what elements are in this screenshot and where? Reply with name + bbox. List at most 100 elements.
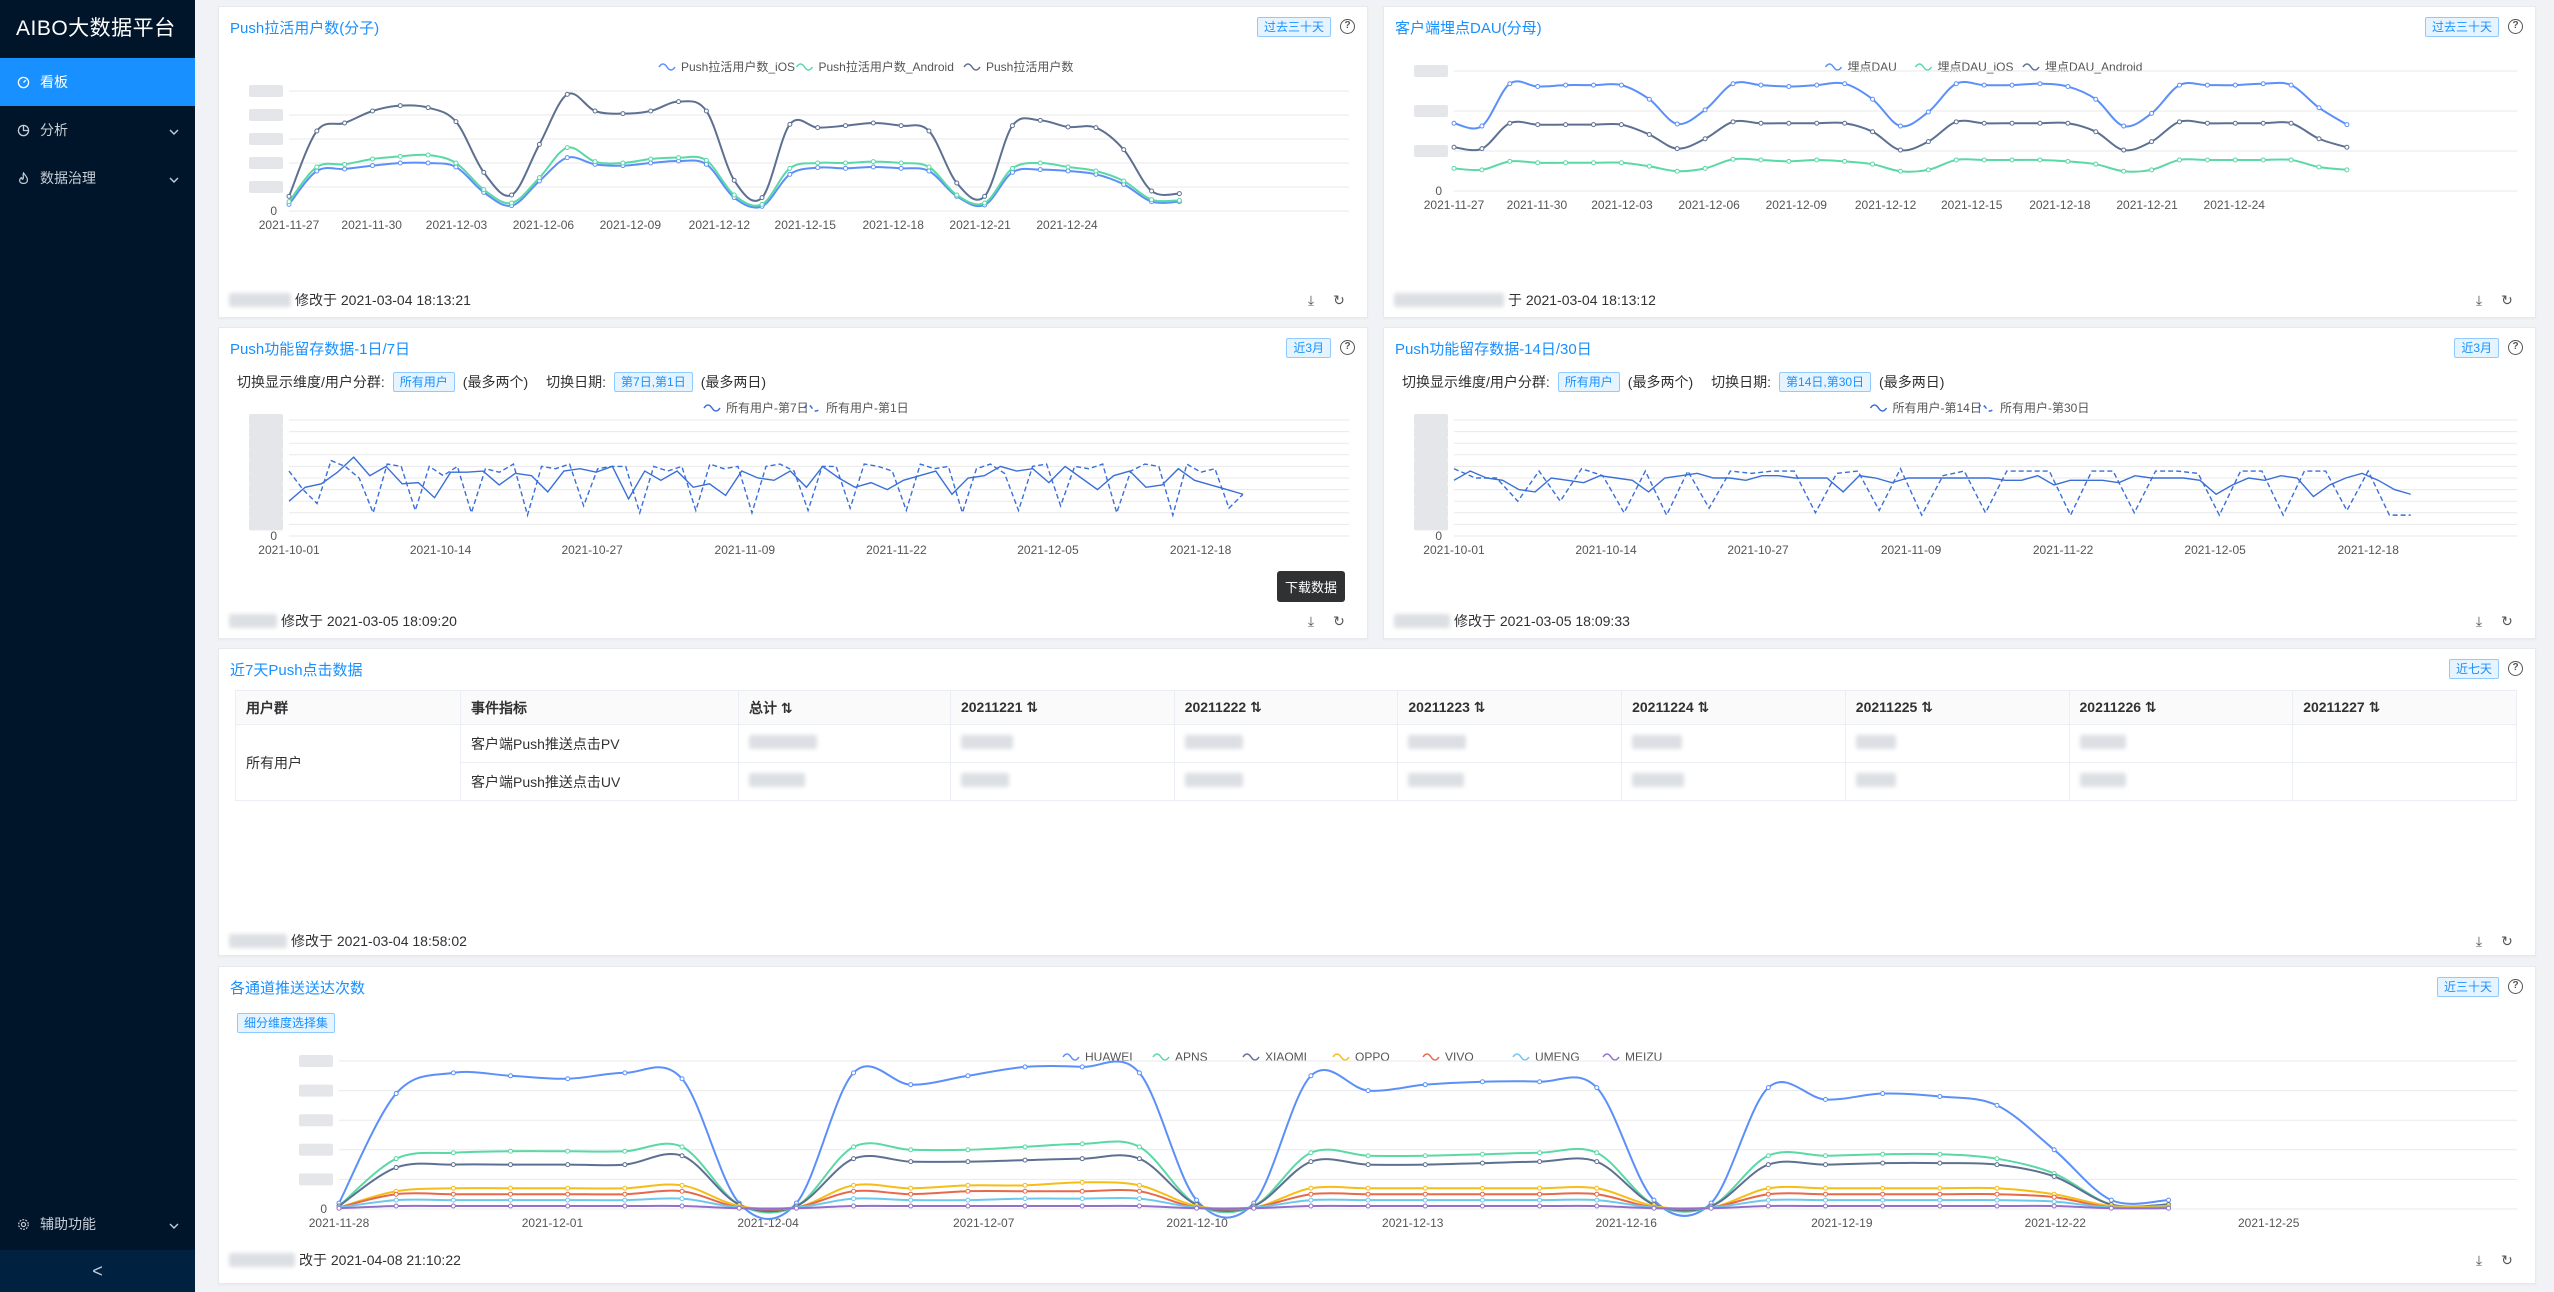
data-point — [1121, 147, 1127, 153]
y-tick-mask — [1414, 506, 1448, 519]
dimension-select[interactable]: 所有用户 — [1557, 372, 1620, 392]
dimension-select-button[interactable]: 细分维度选择集 — [237, 1013, 336, 1033]
help-icon[interactable]: ? — [2508, 340, 2523, 355]
data-point — [982, 200, 988, 206]
x-tick-label: 2021-12-19 — [1811, 1216, 1873, 1230]
data-point — [1422, 1082, 1428, 1088]
data-point — [1822, 1162, 1828, 1168]
column-header[interactable]: 20211226 ⇅ — [2068, 690, 2294, 725]
data-point — [648, 160, 654, 166]
sidebar-collapse-button[interactable]: < — [0, 1250, 195, 1292]
legend-item: 埋点DAU_Android — [2022, 60, 2142, 74]
time-range-badge[interactable]: 近三十天 — [2436, 977, 2499, 997]
column-header[interactable]: 20211222 ⇅ — [1173, 690, 1399, 725]
data-point — [2037, 81, 2043, 87]
download-icon[interactable]: ⤓ — [1307, 291, 1315, 308]
data-point — [481, 169, 487, 175]
value-cell — [1844, 762, 2070, 801]
x-tick-label: 2021-11-30 — [341, 218, 402, 232]
column-header[interactable]: 20211225 ⇅ — [1844, 690, 2070, 725]
data-point — [1009, 169, 1015, 175]
download-icon[interactable]: ⤓ — [1307, 612, 1315, 629]
data-point — [731, 177, 737, 183]
column-header[interactable]: 20211224 ⇅ — [1621, 690, 1846, 725]
data-point — [2093, 96, 2099, 102]
data-point — [851, 1203, 857, 1209]
time-range-badge[interactable]: 过去三十天 — [1256, 17, 1331, 37]
data-point — [1308, 1150, 1314, 1156]
panel-retention-1-7: Push功能留存数据-1日/7日 近3月 ? 切换显示维度/用户分群: 所有用户… — [218, 327, 1368, 639]
download-icon[interactable]: ⤓ — [2475, 932, 2483, 949]
refresh-icon[interactable]: ↻ — [2501, 1251, 2513, 1268]
data-point — [565, 1197, 571, 1203]
data-point — [1880, 1160, 1886, 1166]
x-tick-label: 2021-12-04 — [737, 1216, 799, 1230]
chevron-down-icon — [169, 1218, 179, 1234]
data-point — [1765, 1203, 1771, 1209]
data-point — [1136, 1144, 1142, 1150]
download-icon[interactable]: ⤓ — [2475, 1251, 2483, 1268]
date-select[interactable]: 第14日,第30日 — [1779, 372, 1872, 392]
help-icon[interactable]: ? — [1340, 340, 1355, 355]
data-point — [1451, 165, 1457, 171]
data-point — [1136, 1070, 1142, 1076]
data-point — [1563, 82, 1569, 88]
sidebar-item-assist[interactable]: 辅助功能 — [0, 1200, 195, 1248]
data-point — [679, 1144, 685, 1150]
download-icon[interactable]: ⤓ — [2475, 612, 2483, 629]
table-row: 所有用户 客户端Push推送点击PV — [235, 724, 2517, 801]
time-range-badge[interactable]: 近3月 — [1286, 338, 1331, 358]
time-range-badge[interactable]: 过去三十天 — [2424, 17, 2499, 37]
data-point — [565, 1191, 571, 1197]
data-point — [1479, 123, 1485, 129]
refresh-icon[interactable]: ↻ — [1333, 291, 1345, 308]
panel-title: 各通道推送送达次数 — [230, 980, 366, 997]
modified-time: 改于 2021-04-08 21:10:22 — [299, 1252, 461, 1268]
column-header[interactable]: 总计 ⇅ — [738, 690, 951, 725]
data-point — [508, 1073, 514, 1079]
data-point — [1136, 1182, 1142, 1188]
filter-controls: 切换显示维度/用户分群: 所有用户 (最多两个) 切换日期: 第14日,第30日… — [1402, 372, 1944, 392]
legend-item: Push拉活用户数 — [963, 59, 1073, 74]
data-point — [870, 159, 876, 165]
data-point — [1646, 163, 1652, 169]
data-point — [1507, 81, 1513, 87]
chart-legend: 所有用户-第7日 所有用户-第1日 — [703, 400, 909, 415]
data-point — [622, 1070, 628, 1076]
data-point — [1981, 157, 1987, 163]
help-icon[interactable]: ? — [2508, 19, 2523, 34]
date-note: (最多两日) — [1879, 374, 1945, 390]
column-header[interactable]: 20211227 ⇅ — [2292, 690, 2517, 725]
flame-icon — [16, 171, 30, 185]
sidebar-item-analysis[interactable]: 分析 — [0, 106, 195, 154]
dimension-select[interactable]: 所有用户 — [392, 372, 455, 392]
data-point — [2176, 119, 2182, 125]
date-select[interactable]: 第7日,第1日 — [614, 372, 693, 392]
refresh-icon[interactable]: ↻ — [2501, 612, 2513, 629]
data-point — [1065, 124, 1071, 130]
x-tick-label: 2021-11-09 — [1881, 543, 1942, 557]
refresh-icon[interactable]: ↻ — [2501, 932, 2513, 949]
help-icon[interactable]: ? — [2508, 661, 2523, 676]
data-point — [1897, 168, 1903, 174]
sidebar-item-data-governance[interactable]: 数据治理 — [0, 154, 195, 202]
x-tick-label: 2021-12-09 — [600, 218, 662, 232]
help-icon[interactable]: ? — [1340, 19, 1355, 34]
time-range-badge[interactable]: 近3月 — [2454, 338, 2499, 358]
data-point — [1646, 132, 1652, 138]
time-range-badge[interactable]: 近七天 — [2448, 659, 2499, 679]
x-tick-label: 2021-12-18 — [1170, 543, 1232, 557]
column-header[interactable]: 20211223 ⇅ — [1397, 690, 1623, 725]
sidebar-item-dashboard[interactable]: 看板 — [0, 58, 195, 106]
data-point — [314, 164, 320, 170]
refresh-icon[interactable]: ↻ — [2501, 291, 2513, 308]
data-point — [425, 160, 431, 166]
data-point — [1537, 1079, 1543, 1085]
column-header[interactable]: 20211221 ⇅ — [949, 690, 1175, 725]
help-icon[interactable]: ? — [2508, 979, 2523, 994]
y-tick-mask — [1414, 437, 1448, 450]
legend-item: VIVO — [1422, 1050, 1474, 1064]
refresh-icon[interactable]: ↻ — [1333, 612, 1345, 629]
download-icon[interactable]: ⤓ — [2475, 291, 2483, 308]
data-point — [815, 165, 821, 171]
